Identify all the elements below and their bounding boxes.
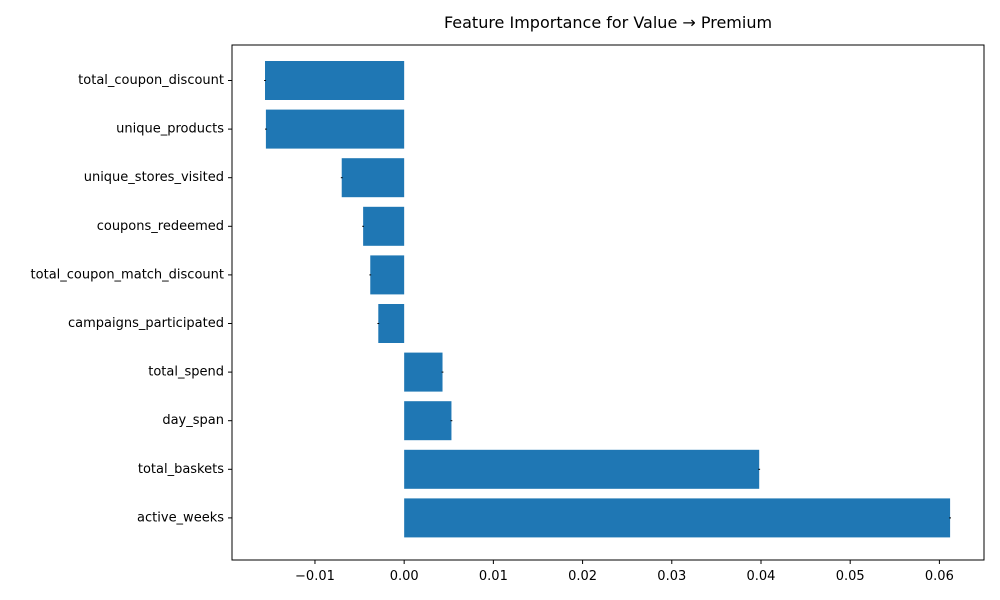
- bar-unique_products: [265, 109, 405, 149]
- x-axis: −0.01 0.00 0.01 0.02 0.03 0.04 0.05 0.06: [295, 560, 954, 584]
- error-bars-group: [264, 80, 951, 519]
- x-tick-label: 0.00: [390, 569, 419, 584]
- y-tick-label-active_weeks: active_weeks: [137, 510, 224, 525]
- y-axis: total_coupon_discount unique_productsuniq…: [31, 73, 232, 525]
- x-tick-label: 0.02: [568, 569, 597, 584]
- y-tick-label-total_spend: total_spend: [148, 365, 224, 380]
- bars-group: [265, 61, 951, 538]
- bar-active_weeks: [404, 498, 951, 538]
- y-tick-label-coupons_redeemed: coupons_redeemed: [97, 219, 224, 234]
- y-tick-label-total_baskets: total_baskets: [138, 462, 224, 477]
- bar-total_coupon_match_discount: [370, 255, 405, 295]
- chart-title: Feature Importance for Value → Premium: [444, 13, 772, 32]
- y-tick-label-unique_stores_visited: unique_stores_visited: [84, 170, 224, 185]
- axes-frame: [231, 44, 985, 561]
- x-tick-label: 0.01: [479, 569, 508, 584]
- y-tick-label-campaigns_participated: campaigns_participated: [68, 316, 224, 331]
- bar-total_baskets: [404, 449, 760, 489]
- bar-day_span: [404, 401, 452, 441]
- x-tick-label: 0.06: [925, 569, 954, 584]
- y-tick-label-unique_products: unique_products: [116, 122, 224, 137]
- x-tick-label: 0.04: [747, 569, 776, 584]
- bar-unique_stores_visited: [341, 158, 405, 198]
- bar-total_coupon_discount: [265, 61, 405, 100]
- x-tick-label: 0.03: [657, 569, 686, 584]
- y-tick-label-total_coupon_discount: total_coupon_discount: [78, 73, 224, 88]
- y-tick-label-total_coupon_match_discount: total_coupon_match_discount: [31, 267, 224, 282]
- bar-total_spend: [404, 352, 443, 392]
- y-tick-label-day_span: day_span: [162, 413, 224, 428]
- bar-campaigns_participated: [378, 304, 405, 343]
- x-tick-label: 0.05: [836, 569, 865, 584]
- x-tick-label: −0.01: [295, 569, 335, 584]
- bar-coupons_redeemed: [363, 206, 405, 246]
